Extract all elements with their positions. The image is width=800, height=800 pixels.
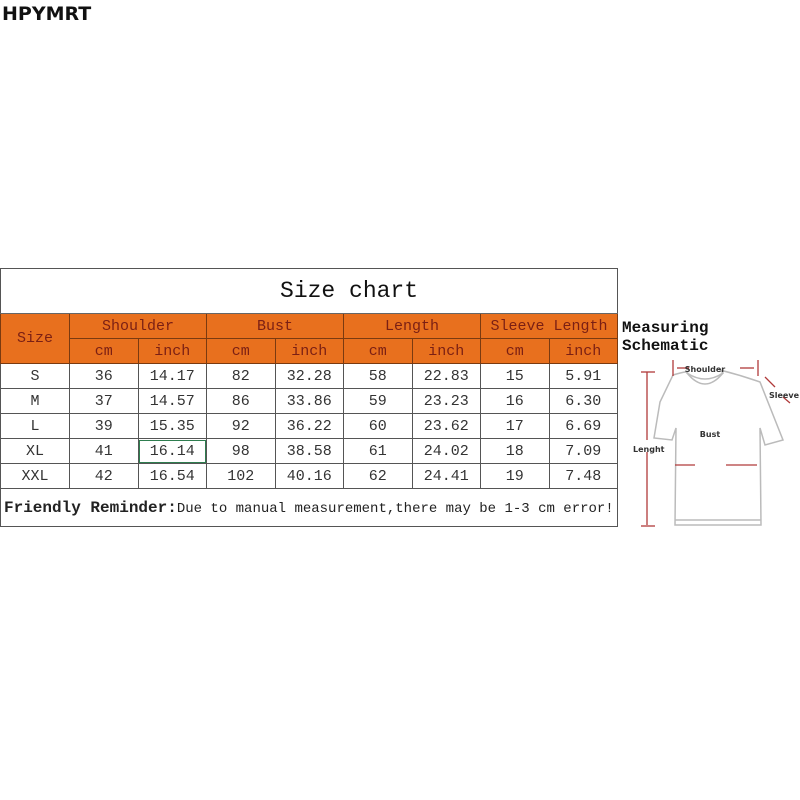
unit-header: cm <box>69 338 139 364</box>
value-cell: 82 <box>206 363 276 389</box>
value-cell: 14.57 <box>137 388 207 414</box>
table-title: Size chart <box>0 268 619 314</box>
table-row: M 37 14.57 86 33.86 59 23.23 16 6.30 <box>0 388 619 414</box>
value-cell: 6.30 <box>548 388 619 414</box>
value-cell: 6.69 <box>548 413 619 439</box>
value-cell: 15.35 <box>137 413 207 439</box>
value-cell: 23.62 <box>411 413 481 439</box>
size-cell: S <box>0 363 70 389</box>
table-row: S 36 14.17 82 32.28 58 22.83 15 5.91 <box>0 363 619 389</box>
value-cell: 32.28 <box>274 363 344 389</box>
unit-header: cm <box>480 338 550 364</box>
unit-header: inch <box>137 338 207 364</box>
value-cell: 22.83 <box>411 363 481 389</box>
table-row: L 39 15.35 92 36.22 60 23.62 17 6.69 <box>0 413 619 439</box>
brand-logo: HPYMRT <box>2 3 92 25</box>
schematic-title: Measuring Schematic <box>622 319 709 355</box>
value-cell: 18 <box>480 438 550 464</box>
table-row: XL 41 16.14 98 38.58 61 24.02 18 7.09 <box>0 438 619 464</box>
value-cell: 23.23 <box>411 388 481 414</box>
unit-header: inch <box>411 338 481 364</box>
value-cell: 15 <box>480 363 550 389</box>
group-header: Shoulder <box>69 313 207 339</box>
reminder-label: Friendly Reminder: <box>4 498 177 517</box>
table-row: XXL 42 16.54 102 40.16 62 24.41 19 7.48 <box>0 463 619 489</box>
sleeve-label: Sleeve <box>769 391 800 400</box>
value-cell: 59 <box>343 388 413 414</box>
bust-label: Bust <box>700 430 721 439</box>
value-cell: 62 <box>343 463 413 489</box>
group-header: Bust <box>206 313 344 339</box>
value-cell: 7.09 <box>548 438 619 464</box>
size-cell: L <box>0 413 70 439</box>
unit-header: inch <box>274 338 344 364</box>
reminder-text: Due to manual measurement,there may be 1… <box>176 500 614 517</box>
value-cell: 33.86 <box>274 388 344 414</box>
value-cell: 16.54 <box>137 463 207 489</box>
value-cell: 38.58 <box>274 438 344 464</box>
value-cell: 40.16 <box>274 463 344 489</box>
unit-header: cm <box>343 338 413 364</box>
group-header: Sleeve Length <box>479 313 619 339</box>
tshirt-outline <box>653 368 785 526</box>
length-label: Lenght <box>633 445 665 454</box>
value-cell: 102 <box>206 463 276 489</box>
group-header: Length <box>343 313 481 339</box>
value-cell: 61 <box>343 438 413 464</box>
shoulder-label: Shoulder <box>685 365 726 374</box>
value-cell: 86 <box>206 388 276 414</box>
value-cell: 42 <box>69 463 139 489</box>
size-cell: M <box>0 388 70 414</box>
value-cell: 37 <box>69 388 139 414</box>
size-cell: XXL <box>0 463 70 489</box>
reminder: Friendly Reminder:Due to manual measurem… <box>0 488 619 527</box>
value-cell: 7.48 <box>548 463 619 489</box>
value-cell: 60 <box>343 413 413 439</box>
unit-header: cm <box>206 338 276 364</box>
value-cell: 92 <box>206 413 276 439</box>
value-cell: 39 <box>69 413 139 439</box>
value-cell: 36.22 <box>274 413 344 439</box>
value-cell: 16 <box>480 388 550 414</box>
value-cell: 17 <box>480 413 550 439</box>
value-cell: 19 <box>480 463 550 489</box>
value-cell: 16.14 <box>137 438 207 464</box>
size-header: Size <box>0 313 70 364</box>
value-cell: 14.17 <box>137 363 207 389</box>
tshirt-diagram: Shoulder Sleeve Bust Lenght <box>633 360 800 527</box>
value-cell: 24.41 <box>411 463 481 489</box>
value-cell: 5.91 <box>548 363 619 389</box>
value-cell: 98 <box>206 438 276 464</box>
value-cell: 58 <box>343 363 413 389</box>
size-cell: XL <box>0 438 70 464</box>
size-chart-table: Size chart Size Shoulder Bust Length Sle… <box>0 268 619 527</box>
unit-header: inch <box>548 338 619 364</box>
value-cell: 36 <box>69 363 139 389</box>
value-cell: 24.02 <box>411 438 481 464</box>
value-cell: 41 <box>69 438 139 464</box>
